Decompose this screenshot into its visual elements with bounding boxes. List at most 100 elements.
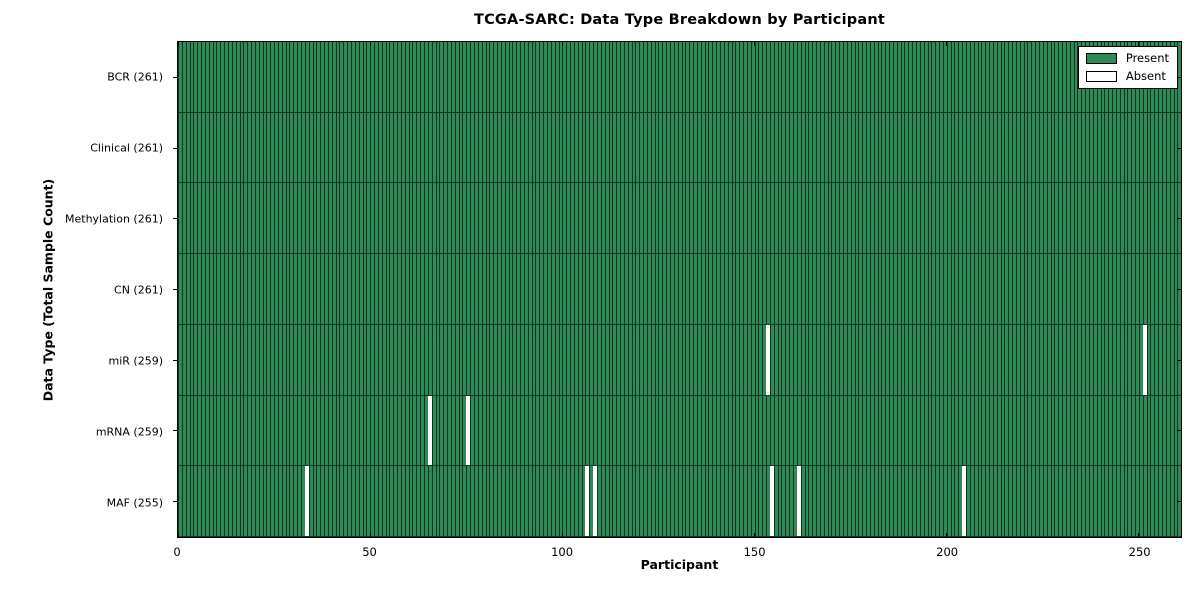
present-cell (385, 112, 390, 183)
present-cell (562, 466, 567, 537)
present-cell (858, 112, 863, 183)
present-cell (900, 254, 905, 324)
present-cell (443, 42, 448, 112)
present-cell (608, 42, 613, 112)
present-cell (570, 42, 574, 112)
present-cell (719, 42, 724, 112)
present-cell (958, 42, 963, 112)
present-cell (485, 112, 490, 183)
present-cell (412, 324, 417, 395)
present-cell (754, 324, 759, 395)
present-cell (658, 42, 663, 112)
legend: Present Absent (1077, 46, 1178, 89)
present-cell (731, 395, 736, 466)
present-cell (877, 466, 882, 537)
present-cell (512, 324, 517, 395)
present-cell (493, 112, 498, 183)
present-cell (716, 254, 720, 324)
present-cell (612, 466, 617, 537)
y-tick-mark (173, 218, 177, 220)
present-cell (1065, 112, 1070, 183)
present-cell (554, 324, 559, 395)
present-cell (508, 466, 513, 537)
present-cell (381, 112, 386, 183)
present-cell (443, 183, 448, 254)
present-cell (412, 254, 417, 324)
present-cell (550, 112, 555, 183)
present-cell (558, 42, 563, 112)
present-cell (389, 395, 394, 466)
present-cell (835, 112, 840, 183)
present-cell (274, 466, 278, 537)
present-cell (1069, 395, 1074, 466)
present-cell (243, 183, 248, 254)
present-cell (666, 466, 670, 537)
present-cell (1069, 466, 1074, 537)
present-cell (739, 112, 744, 183)
present-cell (397, 112, 401, 183)
present-cell (808, 395, 813, 466)
present-cell (262, 183, 267, 254)
present-cell (892, 112, 897, 183)
present-cell (320, 112, 325, 183)
present-cell (981, 183, 986, 254)
present-cell (366, 254, 371, 324)
present-cell (769, 183, 774, 254)
present-cell (969, 466, 974, 537)
present-cell (243, 112, 248, 183)
present-cell (381, 395, 386, 466)
present-cell (327, 254, 332, 324)
present-cell (1119, 183, 1124, 254)
x-tick-mark (177, 533, 179, 537)
present-cell (812, 183, 817, 254)
present-cell (550, 395, 555, 466)
present-cell (900, 112, 905, 183)
present-cell (908, 254, 913, 324)
present-cell (992, 466, 997, 537)
present-cell (973, 42, 978, 112)
present-cell (1085, 395, 1089, 466)
present-cell (320, 254, 325, 324)
present-cell (716, 324, 720, 395)
present-cell (673, 395, 678, 466)
row-miR (178, 324, 1181, 396)
present-cell (1077, 183, 1082, 254)
present-cell (793, 112, 797, 183)
present-cell (869, 395, 874, 466)
present-cell (762, 112, 767, 183)
present-cell (939, 112, 943, 183)
present-cell (1008, 254, 1013, 324)
present-cell (1027, 395, 1032, 466)
present-cell (389, 324, 394, 395)
present-cell (623, 395, 628, 466)
present-cell (658, 183, 663, 254)
present-cell (473, 112, 478, 183)
present-cell (477, 42, 482, 112)
present-cell (354, 324, 359, 395)
present-cell (1015, 466, 1020, 537)
present-cell (231, 112, 236, 183)
present-cell (535, 183, 540, 254)
present-cell (831, 395, 836, 466)
present-cell (470, 254, 474, 324)
present-cell (535, 466, 540, 537)
present-cell (900, 42, 905, 112)
present-cell (1015, 395, 1020, 466)
present-cell (816, 254, 820, 324)
present-cell (370, 395, 375, 466)
present-cell (1150, 466, 1155, 537)
present-cell (189, 254, 194, 324)
present-cell (1100, 254, 1105, 324)
present-cell (473, 42, 478, 112)
present-cell (1004, 42, 1009, 112)
present-cell (685, 183, 690, 254)
present-cell (950, 183, 955, 254)
present-cell (923, 254, 928, 324)
present-cell (1173, 324, 1178, 395)
present-cell (743, 324, 747, 395)
present-cell (473, 466, 478, 537)
row-Methylation (178, 183, 1181, 255)
present-cell (216, 42, 221, 112)
present-cell (485, 324, 490, 395)
present-cell (727, 254, 732, 324)
